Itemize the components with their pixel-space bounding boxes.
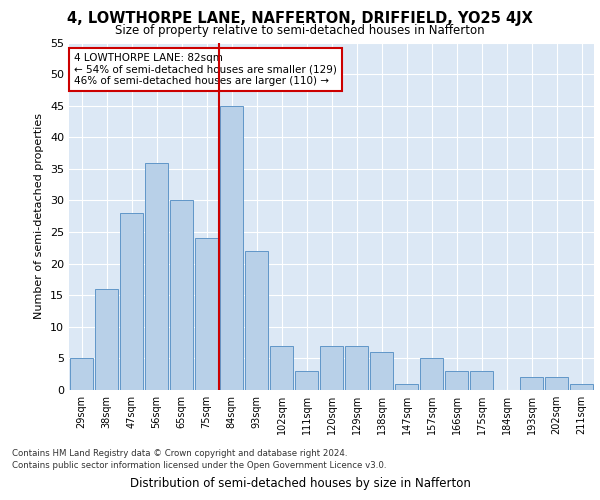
Text: Contains HM Land Registry data © Crown copyright and database right 2024.: Contains HM Land Registry data © Crown c… [12,448,347,458]
Text: Distribution of semi-detached houses by size in Nafferton: Distribution of semi-detached houses by … [130,477,470,490]
Bar [395,384,418,390]
Bar [70,358,94,390]
Bar [520,378,544,390]
Bar [470,371,493,390]
Bar [344,346,368,390]
Bar [95,289,118,390]
Bar [119,213,143,390]
Text: Contains public sector information licensed under the Open Government Licence v3: Contains public sector information licen… [12,461,386,470]
Bar [220,106,244,390]
Bar [295,371,319,390]
Y-axis label: Number of semi-detached properties: Number of semi-detached properties [34,114,44,320]
Bar [569,384,593,390]
Bar [269,346,293,390]
Bar [245,251,268,390]
Bar [194,238,218,390]
Bar [170,200,193,390]
Text: 4 LOWTHORPE LANE: 82sqm
← 54% of semi-detached houses are smaller (129)
46% of s: 4 LOWTHORPE LANE: 82sqm ← 54% of semi-de… [74,53,337,86]
Bar [370,352,394,390]
Text: 4, LOWTHORPE LANE, NAFFERTON, DRIFFIELD, YO25 4JX: 4, LOWTHORPE LANE, NAFFERTON, DRIFFIELD,… [67,11,533,26]
Bar [545,378,568,390]
Bar [320,346,343,390]
Bar [419,358,443,390]
Text: Size of property relative to semi-detached houses in Nafferton: Size of property relative to semi-detach… [115,24,485,37]
Bar [445,371,469,390]
Bar [145,162,169,390]
